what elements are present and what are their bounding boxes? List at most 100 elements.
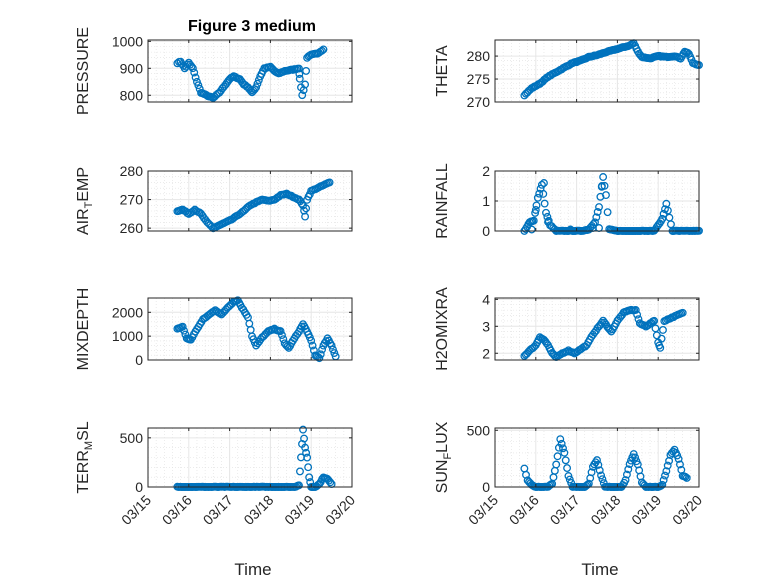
- axes-box: [494, 427, 700, 488]
- y-tick-label: 0: [135, 479, 143, 495]
- data-point: [253, 79, 262, 88]
- x-tick-label: 03/18: [240, 492, 276, 528]
- data-point: [557, 439, 566, 448]
- y-tick-label: 500: [467, 422, 491, 438]
- data-point: [553, 452, 562, 461]
- data-point: [316, 350, 325, 359]
- y-axis-label: MIXDEPTH: [75, 288, 92, 371]
- x-axis-label: Time: [581, 560, 618, 579]
- data-point: [296, 467, 304, 476]
- subplot-pressure: 800 900 1000 PRESSURE: [75, 27, 353, 115]
- y-tick-label: 3: [482, 318, 490, 334]
- data-point: [298, 91, 307, 100]
- data-point: [564, 472, 573, 480]
- data-point: [303, 453, 312, 462]
- y-tick-label: 2: [482, 345, 490, 361]
- data-point: [622, 470, 631, 479]
- data-point: [542, 208, 550, 217]
- data-point: [194, 81, 203, 90]
- data-point: [315, 354, 324, 363]
- data-point: [583, 480, 592, 489]
- subplot-theta: 270 275 280 THETA: [434, 39, 703, 110]
- axes-box: [147, 39, 353, 103]
- data-point: [602, 191, 610, 200]
- data-point: [625, 460, 634, 469]
- data-point: [215, 309, 224, 318]
- data-point: [621, 476, 630, 485]
- data-point: [560, 448, 569, 457]
- data-point: [278, 331, 286, 340]
- data-point: [544, 218, 552, 226]
- data-point: [594, 460, 603, 469]
- data-point: [663, 206, 672, 215]
- axes-box: [147, 427, 353, 488]
- data-point: [600, 181, 609, 190]
- y-axis-label: RAINFALL: [434, 163, 451, 239]
- y-tick-label: 270: [120, 192, 144, 208]
- data-point: [180, 326, 188, 335]
- y-tick-label: 800: [120, 87, 144, 103]
- plot-area: [148, 171, 352, 231]
- data-point: [631, 453, 640, 462]
- x-tick-label: 03/18: [587, 492, 623, 528]
- data-point: [295, 64, 303, 73]
- data-point: [307, 336, 316, 345]
- data-point: [592, 213, 601, 222]
- data-point: [676, 460, 684, 469]
- data-point: [658, 214, 667, 223]
- data-point: [533, 193, 542, 202]
- data-point: [178, 322, 187, 331]
- x-tick-label: 03/15: [465, 492, 501, 528]
- axes-box: [494, 297, 700, 361]
- y-axis-label: SUNFLUX: [434, 421, 454, 493]
- data-point: [318, 345, 327, 354]
- data-point: [297, 199, 306, 208]
- y-tick-label: 2000: [112, 304, 143, 320]
- data-point: [299, 86, 308, 95]
- data-point: [522, 470, 530, 479]
- x-tick-label: 03/19: [628, 492, 664, 528]
- data-point: [656, 343, 665, 352]
- data-point: [252, 83, 261, 92]
- y-tick-label: 900: [120, 60, 144, 76]
- x-tick-label: 03/19: [281, 492, 317, 528]
- y-axis-label: THETA: [434, 45, 451, 97]
- y-tick-label: 1: [482, 193, 490, 209]
- data-point: [254, 76, 263, 85]
- data-point: [188, 64, 197, 73]
- data-point: [532, 201, 541, 210]
- data-point: [559, 444, 567, 453]
- y-tick-label: 1000: [112, 33, 143, 49]
- data-point: [302, 66, 311, 75]
- data-point: [299, 425, 307, 434]
- subplot-terr_msl: 03/15 03/16 03/17 03/18 03/19 03/20 0 500 TERRMS…: [75, 421, 358, 579]
- data-point: [678, 308, 687, 317]
- y-tick-label: 280: [467, 48, 491, 64]
- data-point: [537, 180, 546, 189]
- figure-title: Figure 3 medium: [188, 18, 316, 35]
- data-point: [317, 46, 326, 55]
- data-point: [658, 480, 667, 489]
- data-point: [295, 70, 304, 78]
- y-tick-label: 1000: [112, 328, 143, 344]
- data-point: [531, 206, 540, 214]
- data-point: [302, 448, 311, 457]
- y-axis-label: TERRMSL: [75, 421, 95, 493]
- data-point: [663, 461, 672, 470]
- data-point: [305, 473, 314, 482]
- data-point: [319, 45, 328, 54]
- data-point: [597, 182, 606, 190]
- x-tick-label: 03/15: [118, 492, 154, 528]
- data-point: [603, 208, 612, 217]
- x-tick-label: 03/17: [200, 492, 236, 528]
- y-tick-label: 270: [467, 94, 491, 110]
- y-tick-label: 2: [482, 163, 490, 179]
- data-point: [593, 207, 602, 216]
- data-point: [540, 179, 548, 187]
- x-tick-label: 03/20: [322, 492, 358, 528]
- data-point: [539, 189, 548, 198]
- x-tick-label: 03/20: [669, 492, 705, 528]
- data-point: [535, 189, 544, 198]
- data-point: [633, 310, 642, 319]
